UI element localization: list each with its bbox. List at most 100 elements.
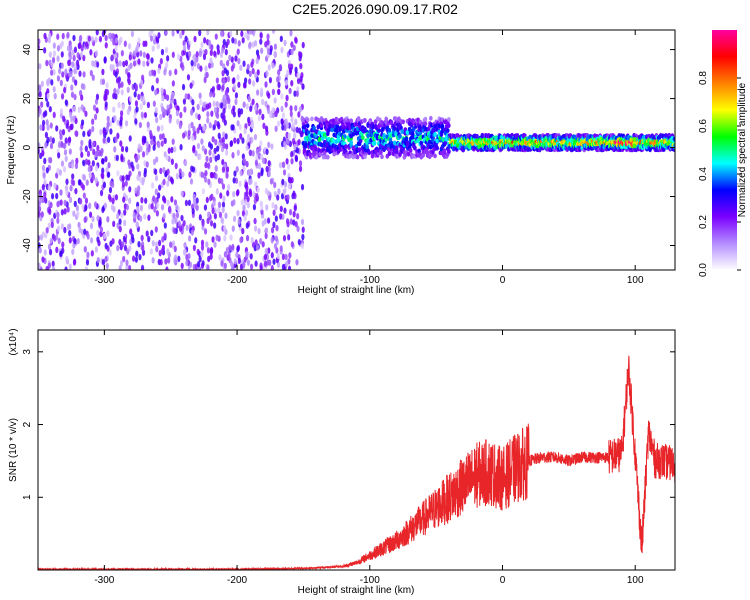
- colorbar-tick-label: 0.4: [698, 167, 709, 181]
- heatmap-cell: [160, 48, 165, 56]
- heatmap-cell: [271, 201, 275, 209]
- heatmap-cell: [408, 148, 413, 153]
- heatmap-cell: [271, 88, 275, 96]
- heatmap-cell: [330, 127, 334, 133]
- heatmap-cell: [206, 162, 211, 169]
- heatmap-cell: [152, 135, 156, 142]
- heatmap-cell: [77, 179, 82, 186]
- heatmap-cell: [203, 76, 207, 84]
- heatmap-cell: [40, 211, 44, 218]
- heatmap-cell: [145, 230, 149, 237]
- heatmap-cell: [322, 150, 327, 156]
- heatmap-cell: [247, 119, 251, 127]
- heatmap-cell: [51, 137, 55, 144]
- heatmap-cell: [68, 263, 72, 270]
- heatmap-cell: [192, 125, 196, 133]
- heatmap-cell: [101, 158, 105, 165]
- heatmap-cell: [43, 191, 47, 199]
- heatmap-cell: [173, 98, 177, 106]
- heatmap-cell: [136, 163, 140, 170]
- heatmap-cell: [199, 98, 203, 106]
- heatmap-cell: [180, 262, 184, 270]
- heatmap-cell: [238, 180, 242, 188]
- heatmap-cell: [96, 144, 100, 152]
- heatmap-cell: [367, 150, 372, 156]
- heatmap-cell: [179, 111, 183, 119]
- heatmap-cell: [138, 121, 142, 129]
- heatmap-cell: [167, 147, 171, 154]
- heatmap-cell: [57, 225, 61, 232]
- heatmap-cell: [152, 33, 156, 40]
- heatmap-cell: [204, 169, 208, 177]
- heatmap-cell: [395, 145, 399, 150]
- heatmap-cell: [158, 184, 162, 191]
- heatmap-cell: [403, 127, 408, 132]
- heatmap-cell: [118, 60, 122, 67]
- heatmap-cell: [259, 140, 263, 147]
- heatmap-cell: [198, 214, 202, 221]
- heatmap-cell: [234, 98, 238, 106]
- heatmap-cell: [173, 258, 177, 266]
- heatmap-cell: [198, 92, 202, 99]
- heatmap-cell: [273, 181, 277, 189]
- heatmap-cell: [70, 162, 75, 169]
- heatmap-cell: [254, 104, 258, 112]
- heatmap-cell: [120, 241, 124, 248]
- heatmap-cell: [130, 233, 134, 240]
- heatmap-cell: [212, 200, 216, 207]
- heatmap-cell: [255, 148, 259, 156]
- heatmap-cell: [107, 162, 111, 169]
- chart-title: C2E5.2026.090.09.17.R02: [292, 1, 458, 17]
- heatmap-cell: [269, 178, 273, 185]
- heatmap-cell: [58, 67, 62, 75]
- heatmap-cell: [60, 93, 65, 100]
- heatmap-cell: [242, 157, 247, 165]
- heatmap-cell: [84, 145, 88, 152]
- spectrogram-x-tick-label: -300: [94, 275, 114, 286]
- heatmap-cell: [162, 178, 166, 186]
- heatmap-cell: [181, 171, 185, 178]
- heatmap-cell: [38, 205, 42, 213]
- heatmap-cell: [243, 256, 247, 263]
- heatmap-cell: [43, 249, 47, 256]
- heatmap-cell: [165, 61, 169, 69]
- heatmap-cell: [157, 141, 161, 149]
- heatmap-cell: [126, 174, 131, 181]
- heatmap-cell: [105, 125, 109, 133]
- heatmap-cell: [194, 237, 198, 244]
- heatmap-cell: [219, 59, 223, 67]
- heatmap-cell: [205, 71, 209, 79]
- heatmap-cell: [191, 166, 196, 173]
- heatmap-cell: [59, 108, 64, 115]
- heatmap-cell: [80, 119, 85, 126]
- heatmap-cell: [273, 242, 278, 250]
- heatmap-cell: [43, 178, 47, 186]
- heatmap-cell: [169, 241, 173, 248]
- heatmap-cell: [208, 39, 212, 47]
- heatmap-cell: [65, 178, 69, 185]
- heatmap-cell: [222, 142, 226, 149]
- heatmap-cell: [228, 244, 232, 251]
- heatmap-cell: [213, 212, 217, 220]
- heatmap-cell: [276, 120, 281, 127]
- heatmap-cell: [138, 253, 142, 261]
- heatmap-cell: [190, 108, 194, 116]
- heatmap-cell: [241, 37, 245, 44]
- heatmap-cell: [87, 159, 91, 166]
- heatmap-cell: [413, 145, 417, 151]
- heatmap-cell: [264, 247, 268, 255]
- snr-x-tick-label: -100: [360, 575, 380, 586]
- heatmap-cell: [258, 108, 262, 116]
- heatmap-cell: [64, 266, 68, 270]
- heatmap-cell: [232, 111, 236, 118]
- heatmap-cell: [119, 175, 123, 182]
- heatmap-cell: [257, 114, 261, 122]
- heatmap-cell: [52, 50, 56, 57]
- heatmap-cell: [174, 217, 178, 224]
- heatmap-cell: [161, 106, 165, 113]
- heatmap-cell: [270, 227, 275, 234]
- heatmap-cell: [290, 48, 294, 56]
- heatmap-cell: [289, 110, 293, 118]
- heatmap-cell: [358, 138, 363, 144]
- heatmap-cell: [257, 227, 261, 235]
